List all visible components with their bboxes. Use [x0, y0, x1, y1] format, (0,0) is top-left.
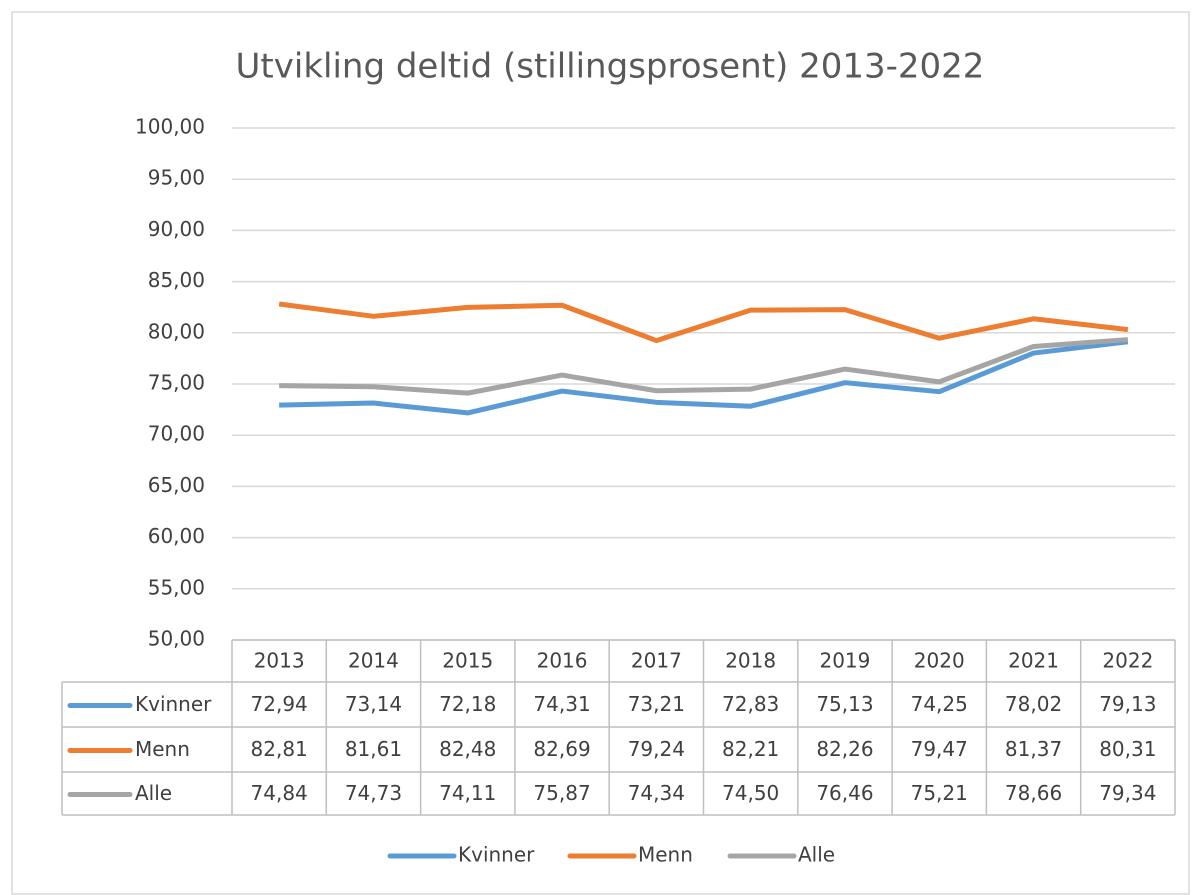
table-value: 74,34	[628, 781, 685, 805]
table-value: 79,24	[628, 737, 685, 761]
line-series	[279, 337, 1129, 396]
y-tick-label: 100,00	[135, 115, 205, 139]
x-tick-label: 2021	[1008, 649, 1059, 673]
y-tick-label: 95,00	[148, 166, 205, 190]
legend-label: Alle	[798, 843, 835, 867]
y-tick-label: 75,00	[148, 371, 205, 395]
table-value: 82,81	[251, 737, 308, 761]
x-tick-label: 2016	[537, 649, 588, 673]
table-value: 75,13	[816, 692, 873, 716]
y-tick-label: 65,00	[148, 473, 205, 497]
table-value: 72,83	[722, 692, 779, 716]
table-value: 72,94	[251, 692, 308, 716]
x-tick-label: 2020	[914, 649, 965, 673]
y-tick-label: 50,00	[148, 627, 205, 651]
table-value: 75,87	[533, 781, 590, 805]
table-value: 81,37	[1005, 737, 1062, 761]
table-value: 76,46	[816, 781, 873, 805]
table-value: 82,26	[816, 737, 873, 761]
table-value: 79,34	[1099, 781, 1156, 805]
x-tick-label: 2013	[254, 649, 305, 673]
table-row-label: Kvinner	[135, 692, 212, 716]
table-value: 82,21	[722, 737, 779, 761]
x-tick-label: 2014	[348, 649, 399, 673]
y-tick-label: 60,00	[148, 524, 205, 548]
y-tick-label: 90,00	[148, 217, 205, 241]
y-tick-label: 85,00	[148, 268, 205, 292]
legend-label: Menn	[638, 843, 693, 867]
legend-label: Kvinner	[458, 843, 535, 867]
table-value: 78,66	[1005, 781, 1062, 805]
table-value: 74,31	[533, 692, 590, 716]
table-value: 74,84	[251, 781, 308, 805]
table-value: 74,25	[911, 692, 968, 716]
table-value: 79,13	[1099, 692, 1156, 716]
x-tick-label: 2022	[1102, 649, 1153, 673]
table-value: 72,18	[439, 692, 496, 716]
table-value: 80,31	[1099, 737, 1156, 761]
table-value: 75,21	[911, 781, 968, 805]
y-tick-label: 70,00	[148, 422, 205, 446]
chart-title: Utvikling deltid (stillingsprosent) 2013…	[236, 47, 985, 87]
table-value: 82,48	[439, 737, 496, 761]
x-tick-label: 2019	[819, 649, 870, 673]
y-tick-label: 55,00	[148, 575, 205, 599]
x-tick-label: 2018	[725, 649, 776, 673]
line-series	[278, 301, 1129, 344]
table-value: 74,50	[722, 781, 779, 805]
x-tick-label: 2017	[631, 649, 682, 673]
table-value: 81,61	[345, 737, 402, 761]
table-row-label: Alle	[135, 781, 172, 805]
table-value: 74,11	[439, 781, 496, 805]
table-value: 74,73	[345, 781, 402, 805]
y-tick-label: 80,00	[148, 319, 205, 343]
table-value: 79,47	[911, 737, 968, 761]
x-tick-label: 2015	[442, 649, 493, 673]
table-value: 82,69	[533, 737, 590, 761]
line-series	[279, 339, 1129, 416]
chart-border	[11, 11, 1190, 895]
table-row-label: Menn	[135, 737, 190, 761]
table-value: 73,21	[628, 692, 685, 716]
table-value: 73,14	[345, 692, 402, 716]
table-value: 78,02	[1005, 692, 1062, 716]
